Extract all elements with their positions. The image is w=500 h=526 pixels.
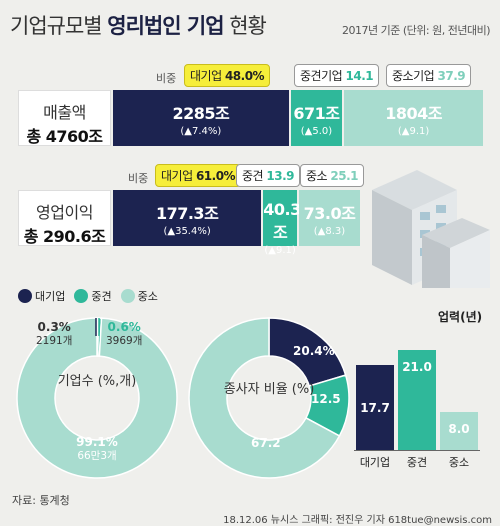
- profit-medium-tag-name: 중견: [242, 169, 264, 183]
- age-xlabel-small: 중소: [448, 456, 470, 469]
- sales-small-value: 1804조: [385, 104, 442, 123]
- profit-medium-value: 40.3조: [263, 200, 301, 242]
- sales-bar: 2285조 (▲7.4%) 671조 (▲5.0) 1804조 (▲9.1): [113, 90, 483, 146]
- donut1-large-pct: 0.3%: [37, 320, 71, 334]
- legend: 대기업 중견 중소: [18, 288, 158, 304]
- business-age-chart: 17.7 21.0 8.0: [354, 330, 480, 450]
- donut2-slice-2: [188, 317, 341, 479]
- profit-medium-growth: (▲9.1): [264, 245, 296, 256]
- legend-large-swatch: [18, 289, 32, 303]
- legend-small-swatch: [120, 289, 135, 303]
- donut2-large-label: 20.4%: [293, 345, 335, 359]
- age-bar-small: 8.0: [440, 411, 478, 450]
- legend-medium-swatch: [74, 289, 89, 303]
- page-title: 기업규모별 영리법인 기업 현황: [10, 10, 267, 40]
- profit-small-growth: (▲8.3): [313, 226, 346, 237]
- donut1-small-label: 99.1% 66만3개: [57, 436, 137, 463]
- sales-medium-value: 671조: [293, 104, 340, 123]
- profit-segment-small: 73.0조 (▲8.3): [298, 190, 360, 246]
- profit-large-value: 177.3조: [155, 204, 219, 223]
- donut1-slice-2: [16, 317, 178, 479]
- sales-segment-medium: 671조 (▲5.0): [290, 90, 343, 146]
- age-xlabel-large: 대기업: [359, 456, 391, 469]
- sales-large-tag: 대기업 48.0%: [184, 64, 271, 87]
- basis-note: 2017년 기준 (단위: 원, 전년대비): [342, 24, 490, 37]
- title-part-3: 현황: [229, 14, 267, 38]
- sales-total: 총 4760조: [26, 127, 103, 146]
- sales-small-tag: 중소기업 37.9: [386, 64, 472, 87]
- age-bar-medium-value: 21.0: [402, 359, 432, 374]
- profit-title: 영업이익: [36, 203, 93, 222]
- sales-medium-growth: (▲5.0): [300, 126, 333, 137]
- company-count-donut: [16, 317, 178, 479]
- profit-large-growth: (▲35.4%): [163, 226, 211, 237]
- donut1-center-title: 기업수 (%,개): [57, 374, 137, 389]
- profit-large-tag-name: 대기업: [161, 169, 193, 183]
- age-bar-small-value: 8.0: [448, 421, 470, 436]
- share-label: 비중: [156, 72, 177, 85]
- donut1-large-label: 0.3% 2191개: [36, 321, 72, 348]
- sales-large-growth: (▲7.4%): [180, 126, 222, 137]
- sales-row-label: 매출액 총 4760조: [18, 90, 111, 146]
- sales-medium-tag-name: 중견기업: [300, 69, 343, 83]
- employee-ratio-donut: [188, 317, 350, 479]
- age-bar-large: 17.7: [356, 365, 394, 450]
- sales-title: 매출액: [43, 103, 86, 122]
- title-part-1: 기업규모별: [10, 14, 103, 38]
- profit-small-tag-name: 중소: [306, 169, 328, 183]
- profit-small-tag: 중소 25.1: [300, 164, 365, 187]
- sales-small-tag-name: 중소기업: [392, 69, 435, 83]
- age-bar-medium: 21.0: [398, 349, 436, 450]
- profit-large-tag: 대기업 61.0%: [155, 164, 242, 187]
- profit-segment-medium: 40.3조 (▲9.1): [263, 190, 301, 256]
- profit-small-value: 73.0조: [303, 204, 356, 223]
- building-icon: [372, 170, 490, 288]
- donut2-small-label: 67.2: [251, 437, 281, 451]
- donut2-large-pct: 20.4%: [293, 344, 335, 358]
- age-bar-large-value: 17.7: [360, 401, 390, 416]
- age-axis-line: [354, 450, 480, 451]
- sales-medium-share: 14.1: [345, 69, 374, 83]
- donut1-small-pct: 99.1%: [76, 435, 118, 449]
- sales-small-growth: (▲9.1): [397, 126, 430, 137]
- profit-total: 총 290.6조: [23, 227, 106, 246]
- credit-note: 18.12.06 뉴시스 그래픽: 전진우 기자 618tue@newsis.c…: [223, 515, 492, 526]
- sales-segment-small: 1804조 (▲9.1): [344, 90, 483, 146]
- legend-large-label: 대기업: [35, 290, 66, 303]
- profit-large-share: 61.0%: [195, 169, 236, 183]
- age-xlabel-medium: 중견: [406, 456, 428, 469]
- sales-large-tag-name: 대기업: [190, 69, 222, 83]
- age-chart-title: 업력(년): [438, 310, 483, 324]
- donut2-center-title: 종사자 비율 (%): [223, 382, 315, 397]
- share-label-2: 비중: [128, 172, 149, 185]
- donut2-medium-pct: 12.5: [311, 392, 341, 406]
- sales-medium-tag: 중견기업 14.1: [294, 64, 380, 87]
- legend-medium-label: 중견: [91, 290, 112, 303]
- sales-segment-large: 2285조 (▲7.4%): [113, 90, 289, 146]
- sales-small-share: 37.9: [437, 69, 466, 83]
- donut2-small-pct: 67.2: [251, 436, 281, 450]
- profit-bar: 177.3조 (▲35.4%) 40.3조 (▲9.1) 73.0조 (▲8.3…: [113, 190, 360, 256]
- donut1-medium-pct: 0.6%: [107, 320, 141, 334]
- donut1-small-count: 66만3개: [77, 450, 117, 462]
- source-note: 자료: 통계청: [12, 494, 70, 507]
- profit-small-share: 25.1: [330, 169, 359, 183]
- sales-large-value: 2285조: [172, 104, 230, 123]
- sales-large-share: 48.0%: [224, 69, 265, 83]
- profit-medium-tag: 중견 13.9: [236, 164, 301, 187]
- building-illustration: [372, 170, 490, 288]
- donut2-medium-label: 12.5: [311, 393, 341, 407]
- profit-row-label: 영업이익 총 290.6조: [18, 190, 111, 246]
- donut1-large-count: 2191개: [36, 335, 73, 347]
- profit-segment-large: 177.3조 (▲35.4%): [113, 190, 262, 246]
- profit-medium-share: 13.9: [266, 169, 295, 183]
- donut1-medium-label: 0.6% 3969개: [106, 321, 142, 348]
- legend-small-label: 중소: [137, 290, 158, 303]
- donut1-medium-count: 3969개: [106, 335, 143, 347]
- title-part-2: 영리법인 기업: [107, 14, 224, 38]
